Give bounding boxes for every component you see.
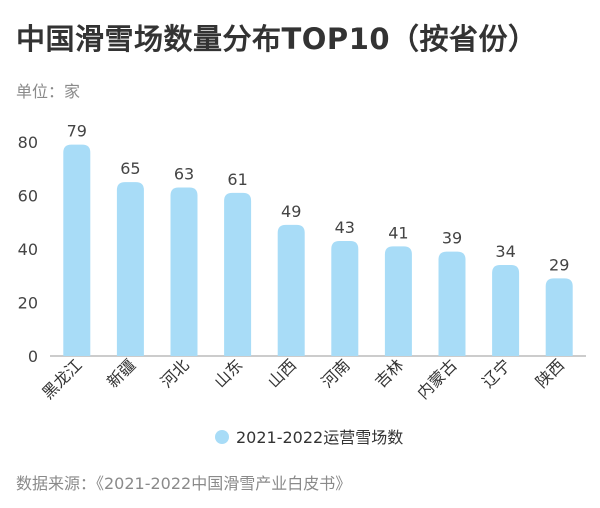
x-tick-label: 河北 [157, 355, 193, 391]
bar [116, 182, 144, 356]
y-tick-label: 80 [18, 133, 38, 152]
data-label: 43 [335, 218, 355, 237]
bar [384, 246, 412, 356]
x-tick-labels: 黑龙江 新疆 河北 山东 山西 河南 吉林 内蒙古 辽宁 陕西 [38, 355, 568, 402]
data-source: 数据来源：《2021-2022中国滑雪产业白皮书》 [16, 474, 352, 493]
y-tick-label: 20 [18, 294, 38, 313]
data-label: 79 [67, 122, 87, 141]
data-label: 41 [388, 223, 408, 242]
x-tick-label: 辽宁 [478, 355, 514, 391]
x-tick-label: 山东 [210, 355, 246, 391]
unit-label: 单位：家 [16, 82, 81, 101]
x-tick-label: 山西 [264, 355, 300, 391]
data-label: 49 [281, 202, 301, 221]
bar [63, 144, 91, 356]
y-tick-label: 60 [18, 187, 38, 206]
data-label: 61 [227, 170, 247, 189]
bar [277, 224, 305, 356]
y-axis: 0 20 40 60 80 [18, 133, 38, 366]
y-tick-label: 0 [28, 347, 38, 366]
bar-chart: 0 20 40 60 80 79 65 63 61 49 43 41 39 34 29 黑龙江 新疆 河北 山东… [18, 122, 586, 447]
bar [331, 240, 359, 356]
bars [63, 144, 573, 356]
x-tick-label: 新疆 [103, 355, 139, 391]
bar [224, 192, 252, 356]
chart-title: 中国滑雪场数量分布TOP10（按省份） [16, 22, 538, 56]
legend-swatch [215, 430, 229, 444]
x-tick-label: 陕西 [532, 355, 568, 391]
legend: 2021-2022运营雪场数 [215, 428, 403, 447]
x-tick-label: 黑龙江 [38, 355, 85, 402]
data-label: 29 [549, 255, 569, 274]
data-label: 39 [442, 229, 462, 248]
legend-label: 2021-2022运营雪场数 [236, 428, 403, 447]
x-tick-label: 内蒙古 [413, 355, 460, 402]
data-label: 63 [174, 164, 194, 183]
bar [545, 278, 573, 356]
bar [438, 251, 466, 356]
data-label: 65 [120, 159, 140, 178]
x-tick-label: 吉林 [371, 355, 407, 391]
y-tick-label: 40 [18, 240, 38, 259]
bar [492, 265, 520, 356]
data-label: 34 [495, 242, 515, 261]
value-labels: 79 65 63 61 49 43 41 39 34 29 [67, 122, 570, 275]
x-tick-label: 河南 [318, 355, 354, 391]
bar [170, 187, 198, 356]
